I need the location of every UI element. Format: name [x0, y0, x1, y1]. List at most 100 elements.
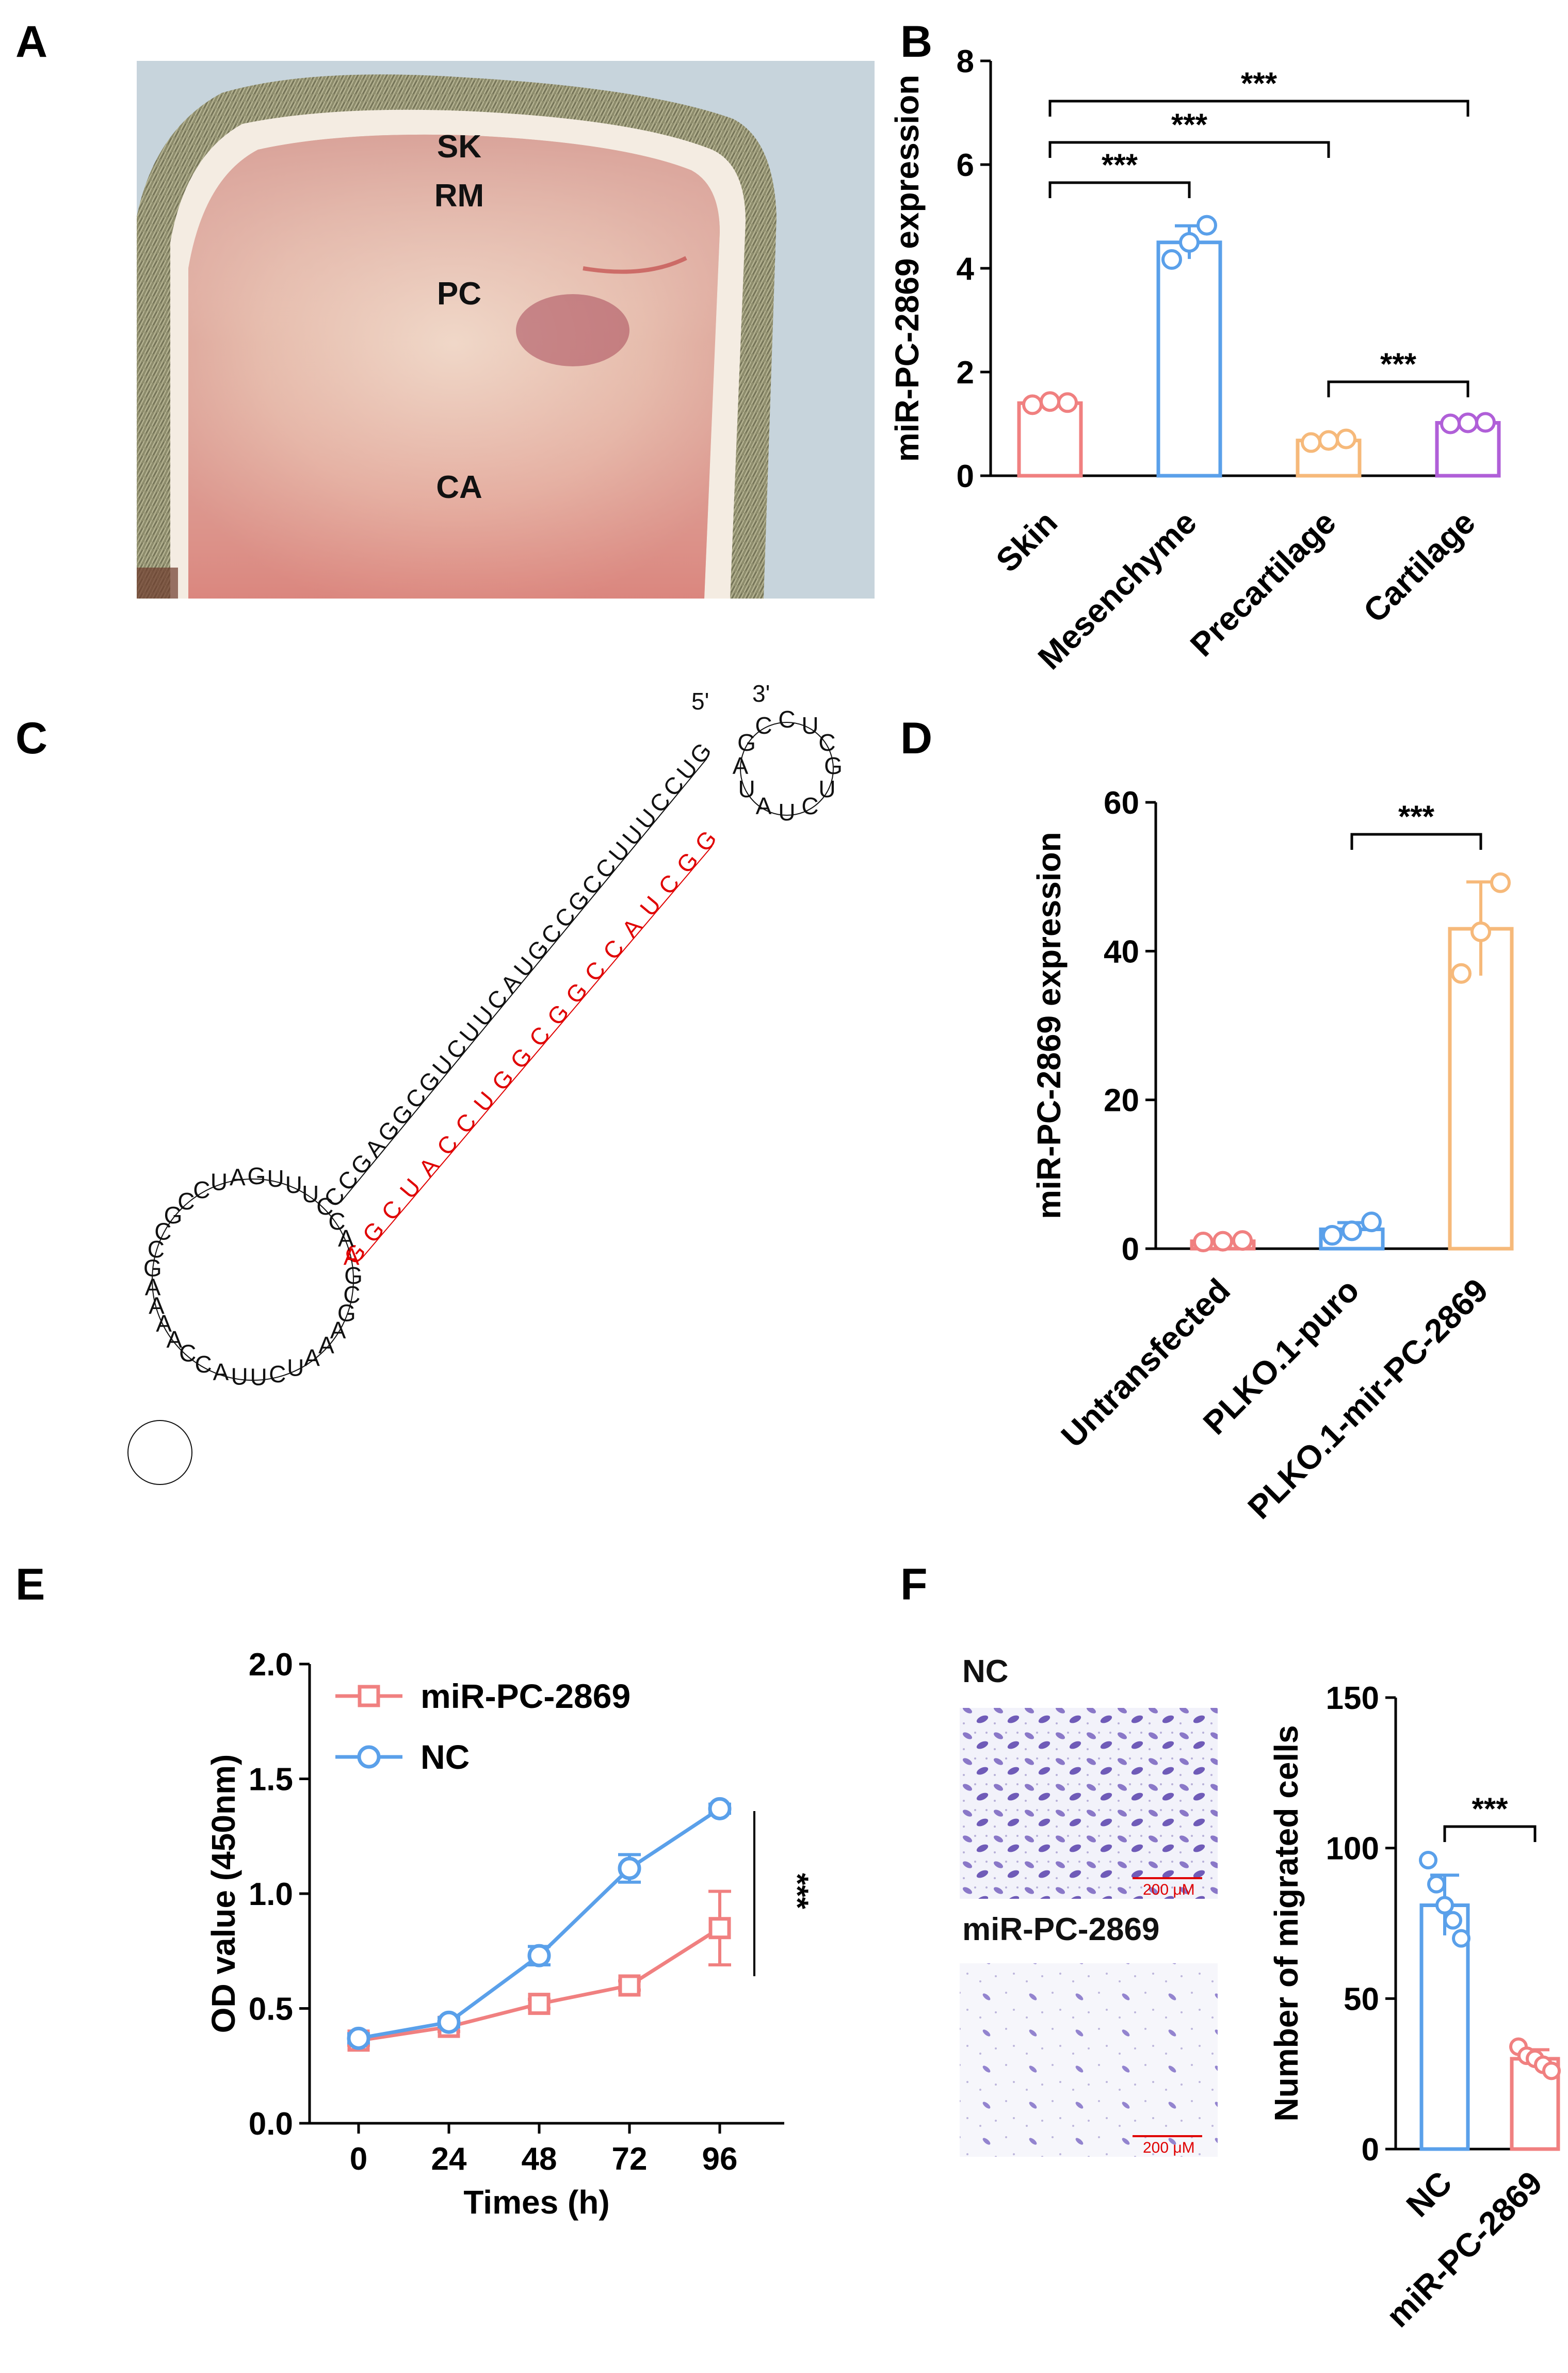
internal-loop-nucleotide: U — [267, 1165, 284, 1192]
red-strand-nucleotide: U — [468, 1087, 500, 1117]
data-point — [1161, 249, 1182, 270]
internal-loop-nucleotide: U — [287, 1354, 304, 1381]
red-strand-nucleotide: A — [617, 913, 648, 942]
data-point — [437, 2010, 461, 2034]
five-prime-label: 5' — [691, 688, 709, 715]
data-point — [1440, 413, 1461, 434]
red-strand-nucleotide: U — [395, 1173, 426, 1204]
bar — [1156, 240, 1222, 478]
internal-loop-nucleotide: C — [343, 1281, 360, 1308]
y-tick-label: 4 — [957, 251, 975, 287]
legend-label: miR-PC-2869 — [421, 1677, 631, 1715]
photo-mir — [960, 1963, 1218, 2157]
y-tick-label: 8 — [957, 44, 974, 79]
internal-loop-nucleotide: U — [285, 1171, 302, 1198]
y-tick-label: 0.5 — [249, 1992, 293, 2027]
data-point — [1057, 392, 1078, 413]
y-axis-label: miR-PC-2869 expression — [888, 75, 926, 462]
photo-corner — [137, 568, 178, 599]
data-point — [1341, 1220, 1362, 1241]
x-tick-label: NC — [1399, 2164, 1459, 2224]
x-tick-label: PLKO.1-mir-PC-2869 — [1240, 1271, 1495, 1526]
y-tick-label: 0.0 — [249, 2106, 293, 2142]
panel-label-f: F — [900, 1560, 928, 1609]
internal-loop-nucleotide: C — [269, 1361, 286, 1387]
red-strand-nucleotide: G — [357, 1216, 390, 1248]
y-tick-label: 6 — [957, 148, 974, 183]
internal-loop-nucleotide: A — [318, 1332, 334, 1359]
legend-marker — [358, 1685, 380, 1707]
data-point — [1040, 391, 1060, 412]
label-pc: PC — [437, 276, 481, 312]
terminal-loop-nucleotide: U — [738, 776, 755, 802]
data-point — [1419, 1851, 1437, 1869]
data-point — [1542, 2061, 1561, 2080]
scale-label-mir: 200 μM — [1143, 2139, 1195, 2156]
terminal-loop-backbone — [740, 722, 834, 816]
panel-a-photo: SK RM PC CA — [137, 61, 875, 599]
data-point — [1470, 921, 1491, 942]
terminal-loop-nucleotide: C — [818, 729, 835, 756]
significance-bracket — [1443, 1825, 1537, 1842]
internal-loop-nucleotide: U — [250, 1364, 267, 1391]
y-tick-label: 100 — [1326, 1831, 1379, 1867]
internal-loop-nucleotide: C — [179, 1340, 196, 1367]
internal-loop-nucleotide: U — [302, 1181, 319, 1207]
data-point — [1458, 412, 1478, 433]
internal-loop-nucleotide: C — [154, 1218, 171, 1245]
panel-label-c: C — [15, 714, 47, 763]
red-strand-nucleotide: C — [653, 869, 685, 899]
x-tick-label: 96 — [702, 2141, 738, 2177]
photo-label-mir: miR-PC-2869 — [962, 1912, 1159, 1947]
data-point — [1318, 430, 1339, 451]
data-point — [1452, 1929, 1470, 1948]
internal-loop-nucleotide: G — [164, 1202, 183, 1229]
data-point — [1451, 963, 1472, 984]
panel-label-e: E — [15, 1560, 45, 1609]
x-tick-label: 48 — [522, 2141, 557, 2177]
panel-label-d: D — [900, 714, 932, 763]
data-point — [1213, 1231, 1233, 1252]
panel-d-chart: 0204060UntransfectedPLKO.1-puroPLKO.1-mi… — [1030, 785, 1514, 1526]
significance-bracket — [1350, 833, 1482, 850]
data-point — [527, 1944, 551, 1967]
x-axis-label: Times (h) — [463, 2184, 609, 2221]
internal-loop-nucleotide: U — [211, 1168, 228, 1195]
internal-loop-nucleotide: G — [143, 1254, 162, 1281]
significance-label: *** — [1171, 107, 1208, 142]
significance-label: *** — [780, 1873, 815, 1910]
internal-loop-nucleotide: A — [213, 1359, 229, 1385]
terminal-loop-nucleotide: U — [778, 799, 795, 826]
x-tick-label: 0 — [350, 2141, 367, 2177]
legend-marker — [357, 1745, 381, 1769]
data-point — [1427, 1875, 1446, 1894]
internal-loop-nucleotide: G — [344, 1262, 363, 1289]
vascular-spot — [516, 294, 629, 366]
red-strand-nucleotide: G — [487, 1064, 519, 1095]
red-strand-nucleotide: G — [671, 847, 704, 878]
vessel — [583, 256, 687, 274]
significance-bracket — [1327, 380, 1469, 397]
internal-loop-nucleotide: G — [248, 1163, 266, 1189]
data-point — [1444, 1911, 1462, 1930]
y-axis-label: OD value (450nm) — [205, 1754, 242, 2033]
y-tick-label: 2 — [957, 355, 974, 391]
x-tick-label: 72 — [612, 2141, 648, 2177]
data-point — [347, 2026, 370, 2050]
y-tick-label: 150 — [1326, 1681, 1379, 1716]
panel-f-photos: NC 200 μM miR-PC-2869 200 μM — [960, 1654, 1218, 2157]
internal-loop-nucleotide: A — [338, 1225, 354, 1252]
data-point — [1179, 232, 1200, 253]
significance-label: *** — [1102, 148, 1138, 182]
data-point — [1197, 215, 1217, 236]
data-point — [1022, 394, 1043, 415]
red-strand-nucleotide: C — [376, 1195, 408, 1225]
x-tick-label: Cartilage — [1356, 504, 1482, 630]
significance-bracket — [1048, 141, 1330, 158]
x-tick-label: Skin — [989, 504, 1064, 579]
y-tick-label: 20 — [1104, 1083, 1139, 1119]
terminal-loop-nucleotide: U — [818, 776, 835, 802]
y-axis-label: Number of migrated cells — [1268, 1725, 1305, 2121]
x-tick-label: 24 — [431, 2141, 467, 2177]
